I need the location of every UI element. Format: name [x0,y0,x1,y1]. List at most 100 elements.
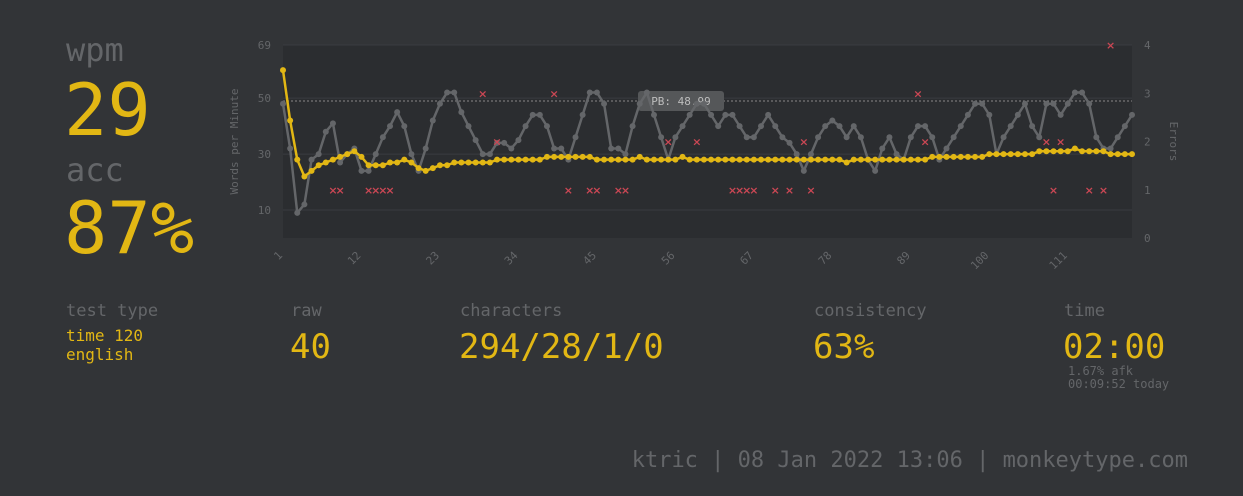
wpm-series-point [786,156,793,163]
wpm-series-point [536,156,543,163]
raw-series-point [922,123,929,130]
characters-value: 294/28/1/0 [459,327,664,367]
wpm-series-point [322,159,329,166]
wpm-series-point [1100,148,1107,155]
raw-series-point [436,100,443,107]
wpm-series-point [565,153,572,160]
raw-series-point [372,151,379,158]
time-label: time [1064,301,1105,321]
raw-series-point [829,117,836,124]
raw-series-point [458,109,465,116]
raw-series-point [543,123,550,130]
wpm-series-point [444,162,451,169]
wpm-series-point [1057,148,1064,155]
raw-series-point [486,151,493,158]
raw-series-point [636,100,643,107]
raw-series-point [672,134,679,141]
raw-series-point [836,123,843,130]
error-mark: × [592,184,601,197]
error-mark: × [799,136,808,149]
wpm-series-point [893,156,900,163]
wpm-series-point [1050,148,1057,155]
wpm-series-point [1093,148,1100,155]
x-tick-label: 89 [894,249,913,268]
raw-series-point [972,100,979,107]
raw-series-point [658,134,665,141]
wpm-series-point [344,151,351,158]
wpm-series-point [815,156,822,163]
test-type-mode[interactable]: time 120 [66,326,144,345]
raw-series-point [472,137,479,144]
wpm-series-point [679,153,686,160]
wpm-series-point [472,159,479,166]
x-tick-label: 23 [424,249,443,268]
wpm-series-point [494,156,501,163]
wpm-series-point [501,156,508,163]
wpm-series-point [693,156,700,163]
wpm-series-point [337,153,344,160]
wpm-series-point [1079,148,1086,155]
raw-series-point [950,134,957,141]
error-mark: × [335,184,344,197]
raw-series-point [715,123,722,130]
raw-series-point [601,100,608,107]
raw-series-point [872,167,879,174]
wpm-series-point [1071,145,1078,152]
raw-series-point [1114,134,1121,141]
raw-series-point [622,151,629,158]
y-axis-label: Words per Minute [228,89,241,195]
raw-series-point [722,111,729,118]
raw-series-point [1029,123,1036,130]
wpm-series-point [379,162,386,169]
wpm-series-point [822,156,829,163]
wpm-series-point [857,156,864,163]
y2-tick-label: 0 [1144,232,1151,245]
raw-series-point [365,167,372,174]
raw-series-point [508,145,515,152]
error-mark: × [664,136,673,149]
wpm-series-point [280,67,286,74]
error-mark: × [692,136,701,149]
x-tick-label: 34 [502,249,521,268]
wpm-series-point [758,156,765,163]
raw-series-point [843,134,850,141]
wpm-series-point [372,162,379,169]
raw-series-point [308,156,315,163]
wpm-series-point [1036,148,1043,155]
x-tick-label: 56 [659,249,678,268]
wpm-series-point [394,159,401,166]
y-tick-label: 50 [258,92,271,105]
raw-series-point [1014,111,1021,118]
raw-series-point [379,134,386,141]
wpm-series-point [551,153,558,160]
raw-series-point [686,111,693,118]
wpm-series-point [850,156,857,163]
error-mark: × [585,184,594,197]
wpm-series-point [1086,148,1093,155]
wpm-series-point [593,156,600,163]
y2-tick-label: 2 [1144,136,1151,149]
raw-series-point [394,109,401,116]
raw-series-point [1021,100,1028,107]
raw-series-point [1000,134,1007,141]
raw-series-point [572,134,579,141]
raw-series-point [522,123,529,130]
error-mark: × [478,87,487,100]
wpm-series-point [358,153,365,160]
raw-series-point [800,167,807,174]
wpm-series-point [1107,151,1114,158]
error-mark: × [614,184,623,197]
wpm-series-point [529,156,536,163]
raw-series-point [743,134,750,141]
raw-series-point [329,120,336,127]
y2-tick-label: 3 [1144,87,1151,100]
wpm-series-point [408,159,415,166]
raw-label: raw [291,301,322,321]
raw-series-point [479,151,486,158]
wpm-series-point [686,156,693,163]
raw-series-point [1071,89,1078,96]
wpm-series-point [957,153,964,160]
test-type-language[interactable]: english [66,345,134,364]
error-mark: × [735,184,744,197]
